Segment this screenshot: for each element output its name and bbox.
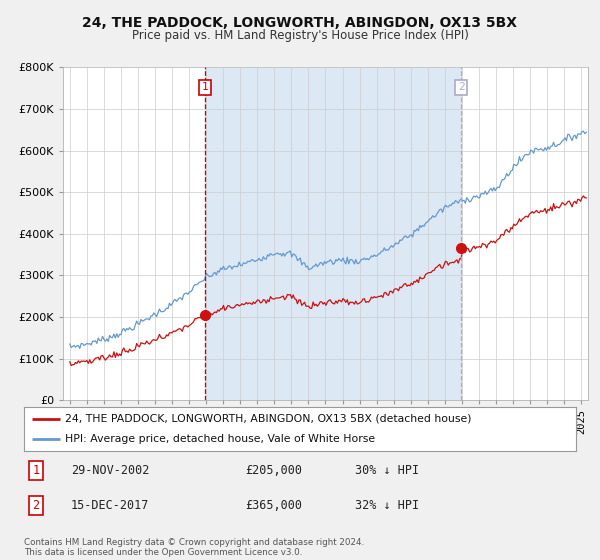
Bar <box>205 67 461 400</box>
Text: 15-DEC-2017: 15-DEC-2017 <box>71 499 149 512</box>
Text: 24, THE PADDOCK, LONGWORTH, ABINGDON, OX13 5BX: 24, THE PADDOCK, LONGWORTH, ABINGDON, OX… <box>83 16 517 30</box>
Text: £365,000: £365,000 <box>245 499 302 512</box>
Text: 32% ↓ HPI: 32% ↓ HPI <box>355 499 419 512</box>
Text: 2: 2 <box>458 82 464 92</box>
Text: 1: 1 <box>202 82 208 92</box>
Text: 30% ↓ HPI: 30% ↓ HPI <box>355 464 419 477</box>
Text: HPI: Average price, detached house, Vale of White Horse: HPI: Average price, detached house, Vale… <box>65 434 376 444</box>
Text: 1: 1 <box>32 464 40 477</box>
Text: 29-NOV-2002: 29-NOV-2002 <box>71 464 149 477</box>
Text: Contains HM Land Registry data © Crown copyright and database right 2024.
This d: Contains HM Land Registry data © Crown c… <box>24 538 364 557</box>
Text: 24, THE PADDOCK, LONGWORTH, ABINGDON, OX13 5BX (detached house): 24, THE PADDOCK, LONGWORTH, ABINGDON, OX… <box>65 414 472 424</box>
Text: £205,000: £205,000 <box>245 464 302 477</box>
Text: 2: 2 <box>32 499 40 512</box>
Text: Price paid vs. HM Land Registry's House Price Index (HPI): Price paid vs. HM Land Registry's House … <box>131 29 469 42</box>
